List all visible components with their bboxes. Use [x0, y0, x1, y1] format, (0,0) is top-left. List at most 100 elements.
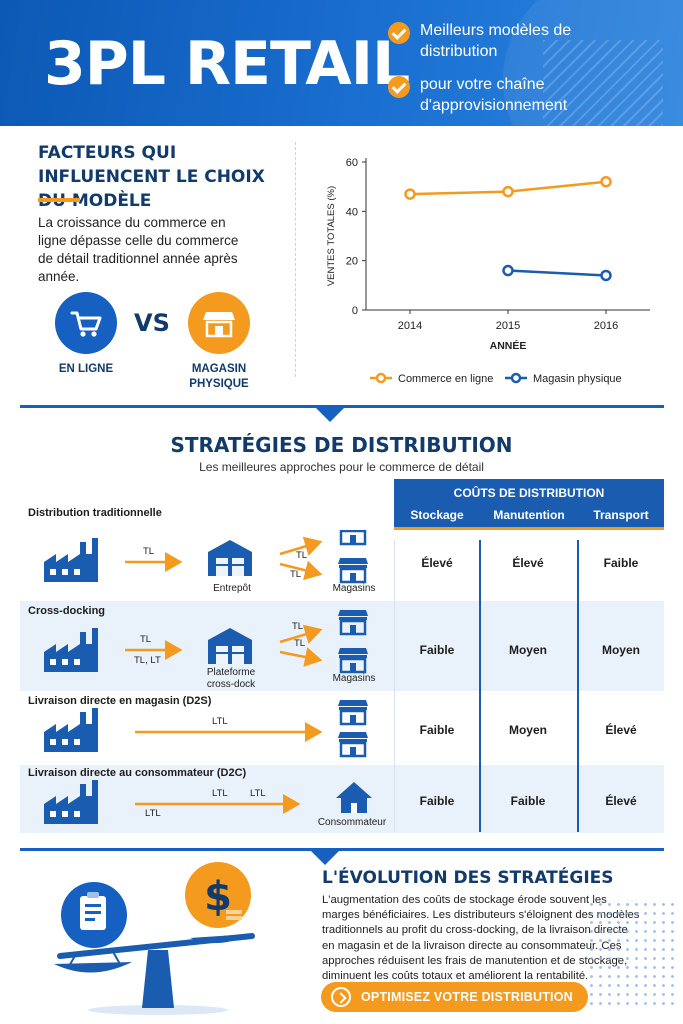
data-point: [502, 185, 514, 198]
strategies-title: STRATÉGIES DE DISTRIBUTION: [170, 433, 513, 457]
row-label: Cross-docking: [28, 605, 106, 617]
check-icon: [388, 76, 410, 98]
y-tick-label: 0: [352, 305, 358, 317]
factory-icon: [44, 538, 98, 582]
factors-title: FACTEURS QUI INFLUENCENT LE CHOIX DU MOD…: [38, 143, 265, 211]
costs-underline: [394, 527, 664, 530]
factory-icon: [44, 628, 98, 672]
bullet-text: pour votre chaîne d'approvisionnement: [420, 76, 568, 114]
store-icon: [336, 608, 370, 636]
vs-label: VS: [134, 309, 170, 337]
cost-cell: Moyen: [508, 723, 547, 737]
bullet-text: Meilleurs modèles de distribution: [420, 22, 572, 60]
optimize-button-label: OPTIMISEZ VOTRE DISTRIBUTION: [361, 990, 573, 1004]
dest-label: Consommateur: [317, 817, 387, 828]
column-header: Stockage: [410, 508, 464, 522]
transport-label: TL: [143, 546, 155, 557]
series-line: [507, 269, 607, 277]
data-point: [600, 269, 612, 282]
store-icon: [336, 646, 370, 674]
store-circle: [188, 292, 250, 354]
divider-arrow: [316, 408, 344, 422]
data-point: [600, 175, 612, 188]
clipboard-icon: [61, 882, 127, 948]
storefront-icon: [203, 312, 235, 338]
transport-label: TL: [296, 550, 308, 561]
divider-arrow: [311, 851, 339, 865]
cost-cell: Élevé: [605, 723, 637, 737]
evolution-text: L'augmentation des coûts de stockage éro…: [322, 894, 640, 983]
horizontal-divider: [20, 848, 664, 851]
header-banner: 3PL RETAIL Meilleurs modèles de distribu…: [0, 0, 683, 126]
x-tick-label: 2016: [594, 320, 618, 332]
legend-marker: [510, 372, 522, 384]
column-header: Manutention: [493, 508, 565, 522]
page-title: 3PL RETAIL: [44, 29, 410, 99]
balance-illustration: $: [54, 862, 255, 1015]
cost-cell: Faible: [510, 794, 546, 808]
header-decoration: [503, 0, 683, 126]
check-icon: [388, 22, 410, 44]
house-icon: [336, 782, 372, 813]
data-point: [404, 188, 416, 200]
column-separator: [479, 540, 481, 832]
cost-cell: Moyen: [601, 643, 640, 657]
y-tick-label: 40: [346, 206, 358, 218]
transport-label: TL: [294, 638, 306, 649]
store-icon: [336, 530, 370, 546]
transport-label: LTL: [212, 716, 228, 727]
cart-icon: [70, 311, 102, 337]
row-label: Livraison directe au consommateur (D2C): [28, 767, 247, 779]
y-axis-label: VENTES TOTALES (%): [326, 186, 337, 286]
column-header: Transport: [593, 508, 649, 522]
row-label: Distribution traditionnelle: [28, 507, 162, 519]
strategies-subtitle: Les meilleures approches pour le commerc…: [199, 460, 484, 474]
crossdock-icon: [208, 628, 252, 664]
money-icon: $: [185, 862, 251, 928]
horizontal-divider: [20, 405, 664, 408]
store-icon: [336, 698, 370, 726]
online-circle: [55, 292, 117, 354]
hub-label: Entrepôt: [213, 583, 251, 594]
column-separator: [394, 540, 395, 832]
evolution-title: L'ÉVOLUTION DES STRATÉGIES: [322, 868, 614, 888]
factory-icon: [44, 780, 98, 824]
factory-icon: [44, 708, 98, 752]
arrow-right-icon: [331, 987, 351, 1007]
transport-label: TL, LT: [134, 655, 161, 666]
hub-label: Plateforme cross-dock: [206, 667, 256, 690]
cost-cell: Faible: [419, 723, 455, 737]
transport-label: LTL: [145, 808, 161, 819]
cost-cell: Faible: [419, 794, 455, 808]
cost-cell: Faible: [419, 643, 455, 657]
transport-label: TL: [292, 621, 304, 632]
store-icon: [336, 730, 370, 758]
online-label: EN LIGNE: [58, 363, 114, 375]
legend-label: Magasin physique: [533, 373, 622, 385]
store-icon: [336, 556, 370, 584]
store-label: MAGASIN PHYSIQUE: [189, 363, 249, 390]
x-tick-label: 2014: [398, 320, 422, 332]
warehouse-icon: [208, 540, 252, 576]
header-bullets: Meilleurs modèles de distribution pour v…: [388, 20, 628, 126]
transport-label: LTL: [250, 788, 266, 799]
header-stripes: [543, 40, 663, 126]
header-bullet: Meilleurs modèles de distribution: [388, 20, 628, 62]
y-tick-label: 20: [346, 256, 358, 268]
costs-header: COÛTS DE DISTRIBUTION Stockage Manutenti…: [394, 479, 664, 529]
data-point: [502, 264, 514, 277]
transport-label: LTL: [212, 788, 228, 799]
row-label: Livraison directe en magasin (D2S): [28, 695, 212, 707]
dest-label: Magasins: [332, 673, 376, 684]
factors-text: La croissance du commerce en ligne dépas…: [38, 215, 239, 284]
legend-label: Commerce en ligne: [398, 373, 493, 385]
header-bullet: pour votre chaîne d'approvisionnement: [388, 74, 628, 116]
transport-label: TL: [140, 634, 152, 645]
section-divider: [295, 142, 296, 377]
optimize-button[interactable]: OPTIMISEZ VOTRE DISTRIBUTION: [321, 982, 588, 1012]
y-tick-label: 60: [346, 157, 358, 169]
distribution-diagrams: [44, 530, 372, 824]
cost-cell: Élevé: [421, 556, 453, 570]
x-tick-label: 2015: [496, 320, 520, 332]
sales-chart: 0 20 40 60 2014 2015 2016 ANNÉE VENTES TOTALES (…: [326, 157, 650, 385]
